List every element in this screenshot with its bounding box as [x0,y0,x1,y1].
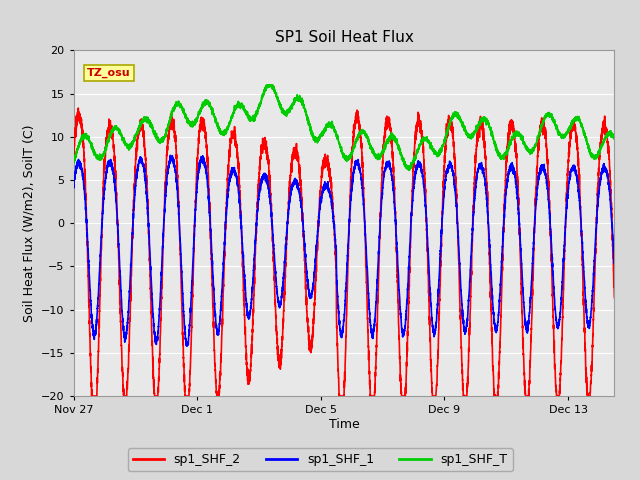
Y-axis label: Soil Heat Flux (W/m2), SoilT (C): Soil Heat Flux (W/m2), SoilT (C) [22,124,35,322]
Legend: sp1_SHF_2, sp1_SHF_1, sp1_SHF_T: sp1_SHF_2, sp1_SHF_1, sp1_SHF_T [127,448,513,471]
X-axis label: Time: Time [328,418,360,431]
Text: TZ_osu: TZ_osu [87,68,131,78]
Title: SP1 Soil Heat Flux: SP1 Soil Heat Flux [275,30,413,45]
